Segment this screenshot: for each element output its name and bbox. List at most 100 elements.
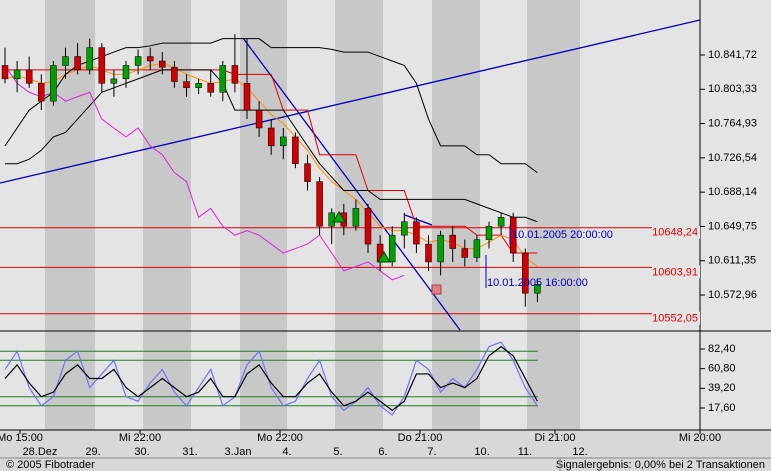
y-tick-label: 10.649,75 — [708, 220, 757, 232]
candle-body — [304, 163, 311, 182]
x-tick-label: 31. — [182, 446, 197, 458]
x-tick-label: 4. — [282, 446, 291, 458]
candle-body — [62, 56, 69, 66]
x-tick-label: Mi 22:00 — [119, 432, 161, 444]
y-tick-label: 10.611,35 — [708, 255, 756, 267]
osc-line — [4, 341, 538, 416]
level-label: 10552,05 — [652, 313, 698, 325]
level-label: 10648,24 — [652, 227, 698, 239]
x-tick-label: 29. — [85, 446, 100, 458]
candle-body — [243, 83, 251, 111]
annotation: 10.01.2005 20:00:00 — [512, 229, 613, 241]
candle-body — [461, 248, 469, 258]
x-tick-label: 3.Jan — [225, 446, 252, 458]
x-tick-label: 7. — [427, 446, 436, 458]
candle-body — [485, 225, 493, 240]
overlay-line — [5, 69, 538, 254]
candle-body — [425, 243, 432, 263]
sell-signal — [431, 284, 442, 295]
osc-tick-label: 17,60 — [708, 402, 736, 414]
x-tick-label: 6. — [378, 446, 387, 458]
overlay-line — [4, 63, 538, 267]
day-bands — [0, 0, 771, 431]
candle-body — [497, 217, 505, 227]
x-tick-label: Mo 22:00 — [257, 432, 303, 444]
candle-body — [449, 234, 456, 249]
candle-body — [38, 83, 45, 102]
candle-body — [219, 65, 227, 93]
band — [143, 0, 191, 430]
candle-body — [292, 136, 299, 164]
x-tick-label: Mo 15:00 — [0, 432, 43, 444]
candle-body — [316, 181, 323, 227]
level-box — [652, 311, 700, 325]
band — [432, 0, 480, 430]
candle-body — [134, 56, 142, 66]
annotation: 10.01.2005 16:00:00 — [487, 277, 588, 289]
candle-body — [437, 234, 444, 263]
y-tick-label: 10.572,96 — [708, 289, 757, 301]
x-tick-label: Do 21:00 — [398, 432, 443, 444]
candle-body — [1, 65, 9, 80]
candle-body — [255, 109, 263, 129]
candle-body — [74, 56, 81, 71]
level-box — [652, 265, 700, 279]
candle-body — [86, 47, 93, 71]
x-tick-label: 28.Dez — [23, 446, 58, 458]
x-tick-label: 30. — [134, 446, 149, 458]
osc-line — [4, 345, 538, 412]
osc-tick-label: 39,20 — [708, 382, 736, 394]
buy-signal — [332, 211, 346, 223]
candle-body — [388, 234, 396, 263]
candle-body — [352, 208, 360, 227]
y-tick-label: 10.764,93 — [708, 117, 757, 129]
candle-body — [195, 83, 202, 89]
candle-body — [473, 239, 481, 258]
candle-body — [13, 69, 21, 80]
band — [527, 0, 580, 430]
candle-body — [231, 65, 239, 84]
candle-body — [146, 56, 154, 62]
candle-body — [267, 127, 275, 147]
x-tick-label: 11. — [518, 446, 532, 458]
candle-body — [401, 221, 408, 236]
trend-line — [242, 37, 461, 331]
overlay-line — [4, 38, 538, 174]
x-tick-label: Mi 20:00 — [679, 432, 721, 444]
level-box — [652, 225, 700, 239]
trend-line — [404, 214, 433, 226]
y-tick-label: 10.841,72 — [708, 49, 757, 61]
x-tick-label: 5. — [333, 446, 342, 458]
candle-body — [364, 208, 372, 245]
candle-body — [207, 83, 214, 93]
candle-body — [522, 252, 529, 294]
x-tick-label: 12. — [572, 446, 587, 458]
x-tick-label: 10. — [474, 446, 489, 458]
buy-signal — [377, 251, 391, 263]
osc-tick-label: 82,40 — [708, 343, 736, 355]
candle-body — [98, 47, 106, 84]
candle-body — [110, 78, 118, 84]
y-tick-label: 10.726,54 — [708, 152, 757, 164]
candle-body — [534, 284, 541, 294]
candle-body — [122, 65, 130, 80]
level-label: 10603,91 — [652, 266, 698, 278]
candle-body — [280, 136, 287, 147]
footer-right: Signalergebnis: 0,00% bei 2 Transaktione… — [556, 459, 765, 471]
axis-bg — [700, 0, 771, 430]
candle-body — [413, 221, 420, 245]
y-tick-label: 10.688,14 — [708, 186, 757, 198]
candle-body — [25, 69, 33, 84]
trend-line — [0, 19, 701, 184]
candle-body — [159, 60, 166, 68]
candle-body — [183, 81, 190, 89]
y-tick-label: 10.803,33 — [708, 83, 757, 95]
candle-body — [328, 212, 335, 227]
overlay-line — [4, 65, 405, 281]
osc-tick-label: 60,80 — [708, 363, 736, 375]
candle-body — [171, 67, 178, 82]
x-tick-label: Di 21:00 — [535, 432, 576, 444]
band — [240, 0, 287, 430]
footer-left: © 2005 Fibotrader — [6, 459, 95, 471]
